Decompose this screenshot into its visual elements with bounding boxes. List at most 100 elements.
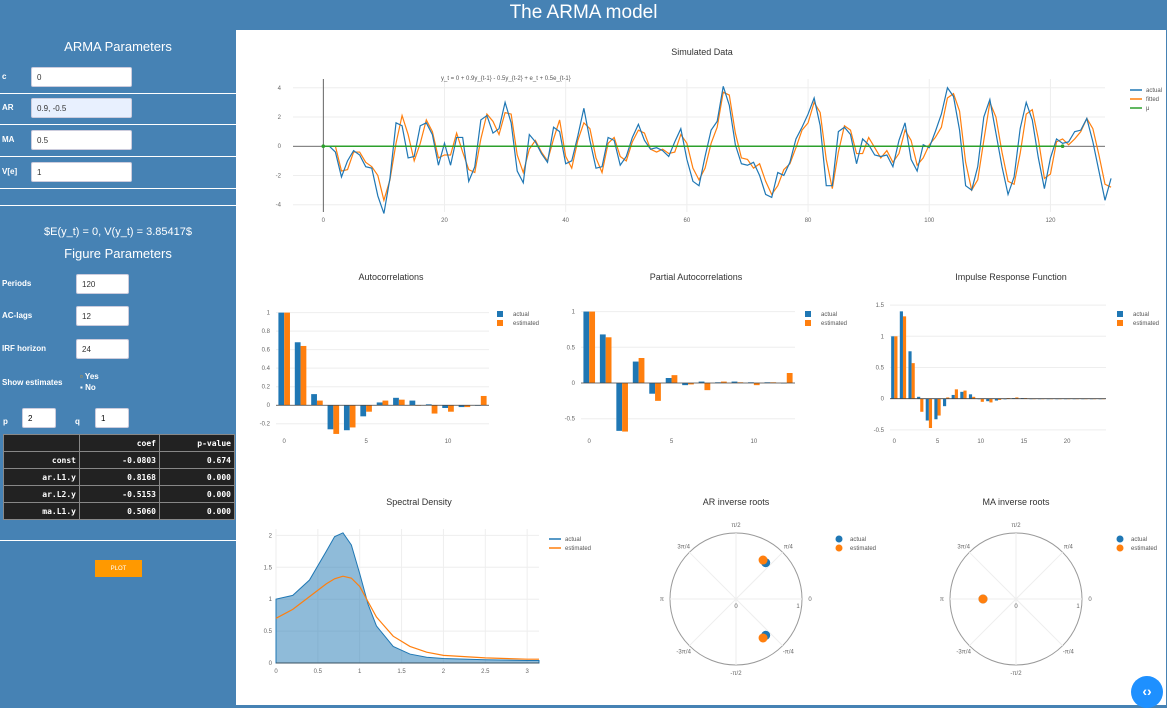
app-title: The ARMA model <box>509 2 658 23</box>
radio-no-icon: ▪ <box>80 383 83 392</box>
legend-swatch <box>835 535 843 543</box>
table-cell: ar.L2.y <box>3 485 80 503</box>
y-tick-label: 0.5 <box>264 629 273 635</box>
angle-label: 3π/4 <box>957 545 970 551</box>
series-line-fitted <box>323 91 1112 203</box>
bar-actual <box>899 311 903 399</box>
bar-estimated <box>946 397 950 399</box>
bar-estimated <box>911 363 915 399</box>
bar-estimated <box>954 389 958 399</box>
angle-label: 0 <box>808 597 812 603</box>
root-estimated <box>758 633 768 643</box>
coef-table: coef p-value const -0.0803 0.674 ar.L1.y… <box>3 434 235 520</box>
x-tick-label: 1 <box>358 669 362 675</box>
x-tick-label: 0 <box>322 218 326 224</box>
legend-swatch <box>1117 311 1123 317</box>
table-cell: 0.000 <box>159 468 235 486</box>
x-tick-label: 0.5 <box>314 669 323 675</box>
x-tick-label: 3 <box>525 669 529 675</box>
x-tick-label: 10 <box>977 439 984 445</box>
code-toggle-button[interactable]: ‹› <box>1131 676 1163 708</box>
bar-estimated <box>333 405 340 434</box>
bar-estimated <box>989 398 993 403</box>
bar-actual <box>925 398 929 421</box>
bar-estimated <box>382 400 389 406</box>
irf-horizon-input[interactable] <box>76 339 129 359</box>
bar-estimated <box>398 399 405 406</box>
legend-label: fitted <box>1146 97 1159 103</box>
param-row-ma: MA <box>0 125 236 157</box>
y-tick-label: 2 <box>269 533 273 539</box>
x-tick-label: 5 <box>364 439 368 445</box>
root-estimated <box>978 594 988 604</box>
bar-actual <box>393 397 399 406</box>
bar-estimated <box>366 405 372 412</box>
code-icon: ‹› <box>1142 683 1152 699</box>
chart-title: MA inverse roots <box>982 497 1050 507</box>
x-tick-label: 0 <box>588 439 592 445</box>
y-tick-label: 0.4 <box>262 366 271 372</box>
radial-tick-label: 0 <box>734 604 738 610</box>
param-label-ma: MA <box>2 135 15 144</box>
spoke-line <box>968 551 1064 647</box>
bar-actual <box>599 334 606 383</box>
bar-estimated <box>1015 397 1019 399</box>
x-tick-label: 60 <box>684 218 691 224</box>
plots-panel: Simulated Data 0 20 40 60 80 100 120 -4 -2 0 2 4 y_t … <box>236 30 1166 705</box>
bar-actual <box>682 383 688 386</box>
legend-swatch <box>1116 544 1124 552</box>
q-input[interactable] <box>95 408 129 428</box>
ar-input[interactable] <box>31 98 132 118</box>
divider <box>0 205 236 206</box>
bar-estimated <box>638 358 645 383</box>
bar-actual <box>986 398 990 402</box>
figure-parameters-title: Figure Parameters <box>64 246 172 261</box>
legend-label: estimated <box>821 321 847 327</box>
table-row: ma.L1.y 0.5060 0.000 <box>3 502 235 520</box>
angle-label: -3π/4 <box>956 649 971 655</box>
x-tick-label: 40 <box>562 218 569 224</box>
y-tick-label: 1.5 <box>264 565 273 571</box>
bar-actual <box>294 342 301 406</box>
x-tick-label: 80 <box>805 218 812 224</box>
periods-input[interactable] <box>76 274 129 294</box>
bar-estimated <box>349 405 356 428</box>
legend-swatch <box>805 311 811 317</box>
bar-estimated <box>902 316 907 399</box>
line-estimated <box>275 575 539 660</box>
bar-actual <box>731 381 738 383</box>
p-input[interactable] <box>22 408 56 428</box>
bar-estimated <box>448 405 454 412</box>
y-tick-label: 0 <box>278 144 282 150</box>
plot-button[interactable]: PLOT <box>95 560 142 577</box>
arma-parameters-title: ARMA Parameters <box>64 39 172 54</box>
x-tick-label: 20 <box>1064 439 1071 445</box>
radio-yes[interactable]: ▫ Yes <box>80 372 99 381</box>
legend-swatch <box>497 320 503 326</box>
radio-no[interactable]: ▪ No <box>80 383 96 392</box>
bar-actual <box>943 398 947 407</box>
x-tick-label: 0 <box>274 669 278 675</box>
angle-label: -π/4 <box>783 649 795 655</box>
ac-lags-input[interactable] <box>76 306 129 326</box>
c-input[interactable] <box>31 67 132 87</box>
angle-label: -π/2 <box>1010 671 1022 677</box>
table-cell: 0.000 <box>159 502 235 520</box>
y-tick-label: 0 <box>269 661 273 667</box>
table-header: coef p-value <box>3 434 235 452</box>
bar-estimated <box>284 312 290 406</box>
equation-annotation: y_t = 0 + 0.9y_{t-1} - 0.5y_{t-2} + e_t … <box>441 76 571 82</box>
chart-title: Spectral Density <box>386 497 452 507</box>
bar-actual <box>442 405 449 408</box>
bar-estimated <box>753 383 760 386</box>
ma-input[interactable] <box>31 130 132 150</box>
bar-estimated <box>480 395 487 406</box>
ve-input[interactable] <box>31 162 132 182</box>
param-label-c: c <box>2 72 7 81</box>
legend-swatch <box>835 544 843 552</box>
divider <box>0 540 236 541</box>
angle-label: -3π/4 <box>676 649 691 655</box>
bar-estimated <box>671 375 678 383</box>
legend-label: μ <box>1146 106 1150 112</box>
